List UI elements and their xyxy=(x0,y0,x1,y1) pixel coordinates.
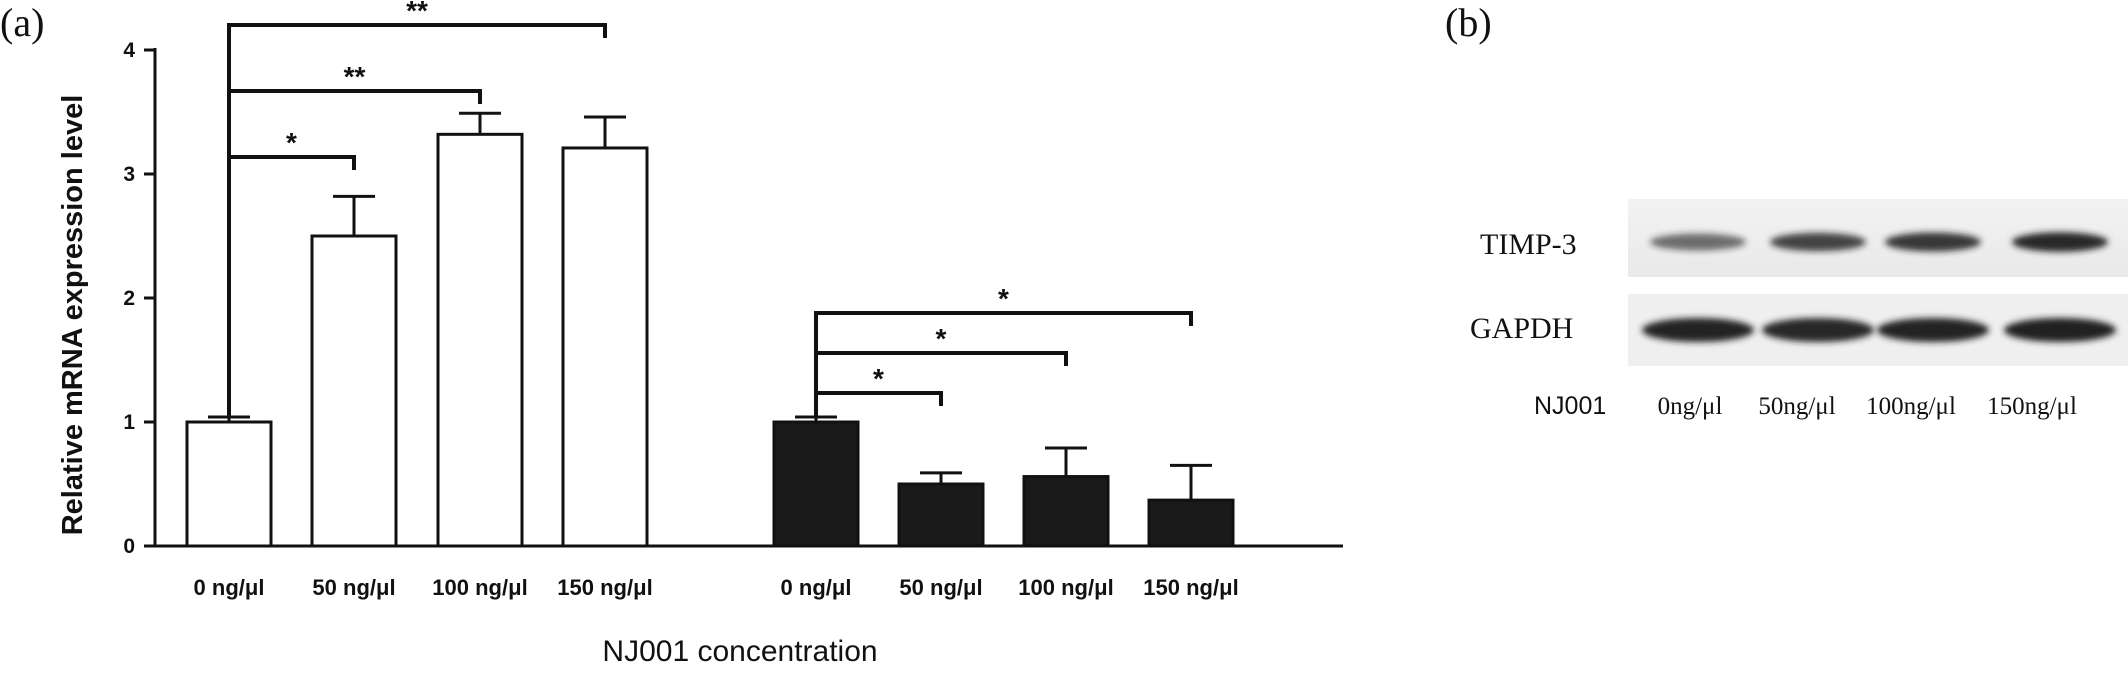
bar xyxy=(561,146,649,548)
category-label: 150 ng/μl xyxy=(1143,575,1238,600)
significance-bracket xyxy=(814,391,943,418)
significance-bracket xyxy=(814,311,1193,418)
significance-marker: ** xyxy=(406,0,428,26)
significance-marker: ** xyxy=(344,61,366,92)
category-label: 0 ng/μl xyxy=(781,575,852,600)
category-labels: 0 ng/μl 50 ng/μl 100 ng/μl 150 ng/μl 0 ng/μl… xyxy=(194,575,1239,600)
significance-marker: * xyxy=(873,363,884,394)
significance-marker: * xyxy=(998,283,1009,314)
y-axis: 0 1 2 3 4 xyxy=(123,39,1343,558)
bar xyxy=(185,420,273,548)
lane-label: 100ng/μl xyxy=(1866,393,1956,420)
panel-b-label: (b) xyxy=(1445,0,1492,45)
y-tick-label: 4 xyxy=(123,39,135,62)
category-label: 50 ng/μl xyxy=(312,575,395,600)
western-blot: TIMP-3 GAPDH NJ001 0ng/μl 50ng/μl 100ng/μl… xyxy=(1470,199,2128,420)
blot-band xyxy=(1650,233,1746,251)
bar xyxy=(1022,475,1110,548)
blot-band xyxy=(1762,318,1874,342)
significance-bracket xyxy=(227,23,607,418)
bar xyxy=(897,482,985,548)
blot-band xyxy=(1642,318,1754,342)
y-tick-label: 0 xyxy=(123,535,135,558)
blot-band xyxy=(2004,318,2116,342)
lane-label: 150ng/μl xyxy=(1987,393,2077,420)
blot-row-label: NJ001 xyxy=(1534,392,1606,420)
significance-marker: * xyxy=(936,323,947,354)
blot-band xyxy=(1770,232,1866,252)
bar xyxy=(772,420,860,548)
bar xyxy=(310,234,398,548)
x-axis-label: NJ001 concentration xyxy=(602,635,877,668)
bars xyxy=(185,111,1235,548)
y-tick-label: 1 xyxy=(123,411,135,434)
significance-bracket xyxy=(814,351,1068,418)
blot-band xyxy=(1877,318,1989,342)
category-label: 100 ng/μl xyxy=(1018,575,1113,600)
category-label: 0 ng/μl xyxy=(194,575,265,600)
panel-a-label: (a) xyxy=(0,0,44,45)
y-tick-label: 2 xyxy=(123,287,135,310)
category-label: 150 ng/μl xyxy=(557,575,652,600)
significance-marker: * xyxy=(286,127,297,158)
blot-label-gapdh: GAPDH xyxy=(1470,312,1573,345)
bar xyxy=(1147,498,1235,548)
blot-band xyxy=(2012,232,2108,252)
y-axis-label: Relative mRNA expression level xyxy=(57,95,89,536)
lane-label: 50ng/μl xyxy=(1758,393,1835,420)
category-label: 50 ng/μl xyxy=(899,575,982,600)
significance-brackets: ******** xyxy=(227,0,1193,418)
category-label: 100 ng/μl xyxy=(432,575,527,600)
bar xyxy=(436,132,524,548)
blot-label-timp3: TIMP-3 xyxy=(1480,228,1577,261)
blot-band xyxy=(1885,232,1981,252)
lane-label: 0ng/μl xyxy=(1658,393,1723,420)
y-tick-label: 3 xyxy=(123,163,135,186)
